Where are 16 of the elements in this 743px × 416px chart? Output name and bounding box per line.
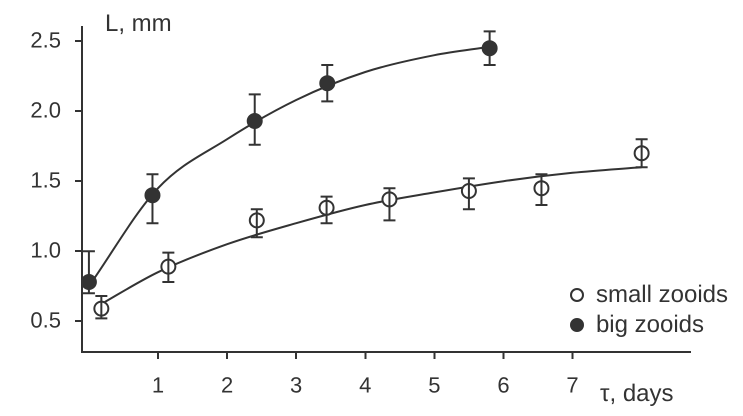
y-tick-label: 2.0 <box>30 97 61 122</box>
x-axis-title: τ, days <box>600 380 674 408</box>
x-tick-label: 4 <box>359 372 372 398</box>
y-tick-label: 0.5 <box>30 307 61 332</box>
x-tick-label: 3 <box>290 372 302 398</box>
x-tick-label: 6 <box>497 372 510 398</box>
x-tick-label: 2 <box>220 372 234 398</box>
y-axis-title: L, mm <box>105 10 172 38</box>
y-tick-label: 1.5 <box>30 167 61 192</box>
y-tick-label: 1.0 <box>30 237 61 262</box>
legend-label: small zooids <box>596 280 728 310</box>
y-tick-label: 2.5 <box>30 27 61 52</box>
x-tick-label: 1 <box>152 372 164 398</box>
legend-label: big zooids <box>596 310 704 340</box>
x-tick-label: 5 <box>428 372 440 398</box>
x-tick-label: 7 <box>566 372 579 398</box>
